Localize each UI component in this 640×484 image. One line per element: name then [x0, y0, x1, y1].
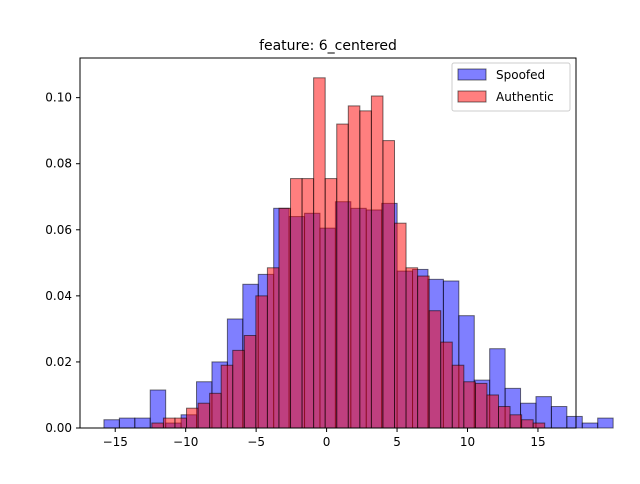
y-tick-label: 0.06: [45, 223, 72, 237]
bar: [151, 422, 164, 429]
bar: [359, 110, 372, 429]
bar: [405, 267, 419, 429]
x-tick-label: −10: [173, 435, 198, 449]
bar: [324, 178, 338, 429]
bar: [266, 267, 280, 429]
y-tick-label: 0.02: [45, 355, 72, 369]
legend: Spoofed Authentic: [451, 62, 571, 112]
bar: [417, 275, 430, 429]
bar: [118, 417, 136, 429]
x-tick-label: −15: [103, 435, 128, 449]
bar: [498, 406, 511, 429]
bar: [597, 417, 614, 429]
legend-swatch-spoofed: [457, 68, 487, 81]
bar: [451, 364, 465, 429]
bar: [474, 382, 488, 429]
bar: [509, 414, 523, 429]
bar: [186, 407, 199, 429]
x-axis: −15 −10 −5 0 5 10 15: [103, 428, 546, 449]
y-tick-label: 0.00: [45, 421, 72, 435]
legend-label-authentic: Authentic: [496, 90, 554, 104]
chart-title: feature: 6_centered: [259, 38, 397, 54]
bar: [162, 417, 176, 429]
bar: [197, 402, 211, 429]
x-tick-label: 15: [530, 435, 545, 449]
bar: [220, 364, 234, 429]
plot-frame: [79, 57, 577, 429]
y-tick-label: 0.10: [45, 91, 72, 105]
bar: [313, 77, 326, 429]
bar: [440, 341, 453, 429]
bar: [336, 123, 349, 429]
x-tick-label: 0: [323, 435, 331, 449]
bar: [174, 417, 188, 429]
bar: [463, 381, 476, 429]
legend-label-spoofed: Spoofed: [496, 68, 545, 82]
bar: [209, 392, 222, 429]
bar: [550, 406, 568, 429]
bar: [521, 419, 534, 429]
bar: [428, 310, 442, 429]
y-tick-label: 0.08: [45, 157, 72, 171]
bar: [581, 422, 599, 429]
legend-swatch-authentic: [457, 90, 487, 103]
series-authentic: [151, 77, 546, 429]
x-tick-label: 10: [460, 435, 475, 449]
bar: [103, 419, 120, 429]
bar: [243, 335, 257, 429]
bar: [134, 417, 151, 429]
y-tick-label: 0.04: [45, 289, 72, 303]
bar: [255, 295, 268, 429]
bar: [232, 349, 245, 429]
bar: [301, 178, 315, 429]
bar: [290, 178, 303, 429]
bar: [278, 207, 292, 429]
y-axis: 0.00 0.02 0.04 0.06 0.08 0.10: [45, 91, 80, 435]
bar: [382, 140, 396, 429]
x-tick-label: 5: [393, 435, 401, 449]
bar: [370, 95, 384, 429]
bar: [394, 222, 407, 429]
bars-layer: [103, 77, 614, 429]
bar: [566, 415, 583, 429]
x-tick-label: −5: [247, 435, 265, 449]
bar: [532, 422, 546, 429]
bar: [486, 394, 500, 429]
bar: [347, 105, 361, 429]
